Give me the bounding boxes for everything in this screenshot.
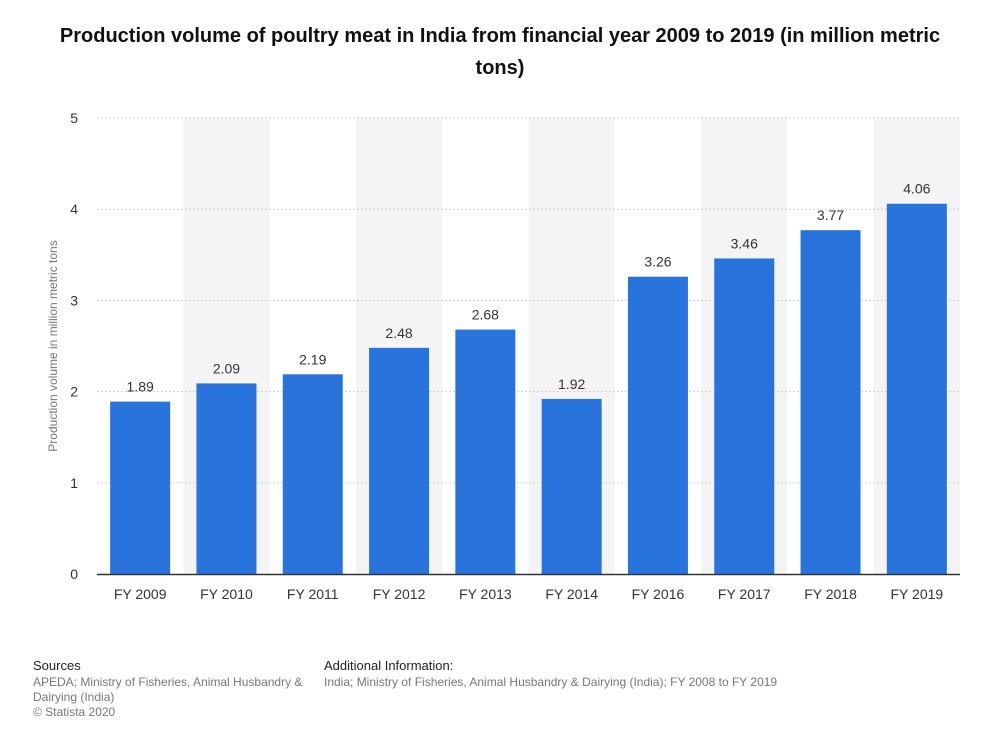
bar-value-label: 2.09 bbox=[213, 360, 240, 376]
bar-value-label: 4.06 bbox=[903, 181, 930, 197]
x-tick-label: FY 2013 bbox=[459, 586, 512, 602]
bar-value-label: 3.46 bbox=[731, 235, 758, 251]
sources-line-2: Dairying (India) bbox=[33, 690, 115, 704]
bar bbox=[714, 258, 775, 574]
y-axis-title: Production volume in million metric tons bbox=[46, 240, 60, 451]
y-tick-label: 5 bbox=[70, 110, 78, 126]
x-tick-label: FY 2019 bbox=[891, 586, 944, 602]
x-tick-label: FY 2009 bbox=[114, 586, 167, 602]
bar-value-label: 1.92 bbox=[558, 376, 585, 392]
bar-value-label: 3.26 bbox=[644, 254, 671, 270]
chart-title: Production volume of poultry meat in Ind… bbox=[59, 25, 941, 79]
additional-info-block: Additional Information: India; Ministry … bbox=[324, 658, 884, 690]
bar bbox=[541, 398, 602, 574]
y-tick-label: 4 bbox=[70, 201, 78, 217]
y-tick-label: 3 bbox=[70, 292, 78, 308]
x-tick-label: FY 2017 bbox=[718, 586, 771, 602]
sources-line-1: APEDA; Ministry of Fisheries, Animal Hus… bbox=[33, 675, 303, 689]
bar bbox=[196, 383, 257, 574]
bar bbox=[369, 347, 430, 574]
bar bbox=[110, 401, 171, 574]
bar-value-label: 2.68 bbox=[472, 307, 499, 323]
x-tick-label: FY 2018 bbox=[804, 586, 857, 602]
additional-info-text: India; Ministry of Fisheries, Animal Hus… bbox=[324, 675, 778, 689]
x-tick-label: FY 2010 bbox=[200, 586, 253, 602]
bar bbox=[455, 329, 516, 574]
bar bbox=[886, 203, 947, 574]
bar-value-label: 3.77 bbox=[817, 207, 844, 223]
x-tick-label: FY 2014 bbox=[545, 586, 598, 602]
y-tick-label: 1 bbox=[70, 475, 78, 491]
copyright: © Statista 2020 bbox=[33, 705, 116, 719]
bar bbox=[627, 276, 688, 574]
sources-heading: Sources bbox=[33, 658, 81, 673]
y-tick-label: 0 bbox=[70, 566, 78, 582]
additional-info-heading: Additional Information: bbox=[324, 658, 454, 673]
x-tick-label: FY 2016 bbox=[632, 586, 685, 602]
bar-chart: 0 1 2 3 4 5 1.89 FY 2009 2.09 FY 2010 2.19 FY 2011 2… bbox=[46, 110, 960, 602]
x-tick-label: FY 2012 bbox=[373, 586, 426, 602]
bar-value-label: 2.19 bbox=[299, 351, 326, 367]
bar bbox=[282, 374, 343, 574]
bar bbox=[800, 230, 861, 574]
sources-block: Sources APEDA; Ministry of Fisheries, An… bbox=[33, 658, 313, 720]
bar-value-label: 1.89 bbox=[127, 379, 154, 395]
x-tick-label: FY 2011 bbox=[287, 586, 339, 602]
y-tick-label: 2 bbox=[70, 384, 78, 400]
bar-value-label: 2.48 bbox=[385, 325, 412, 341]
